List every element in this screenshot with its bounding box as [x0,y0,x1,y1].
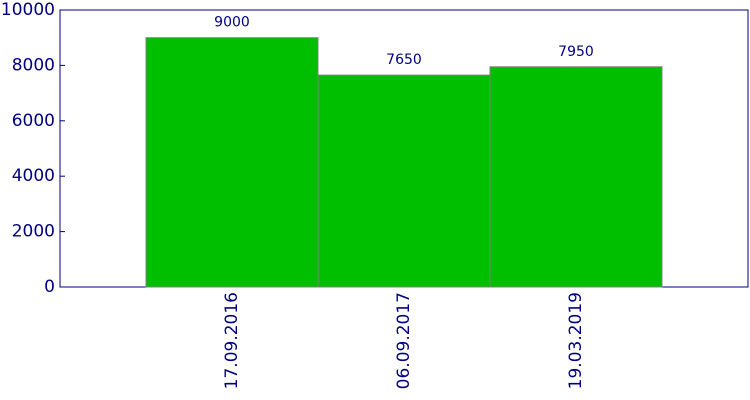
value-label: 7650 [386,52,422,68]
y-tick-label: 4000 [12,166,55,186]
x-tick-label: 19.03.2019 [566,292,586,389]
bar [317,74,491,288]
y-tick-label: 2000 [12,222,55,242]
y-tick-label: 6000 [12,111,55,131]
x-tick-label: 17.09.2016 [222,292,242,389]
y-tick-label: 8000 [12,55,55,75]
y-tick-label: 0 [44,277,55,297]
value-label: 9000 [214,15,250,31]
x-tick-label: 06.09.2017 [394,292,414,389]
value-label: 7950 [558,44,594,60]
bar [145,37,319,288]
y-tick-label: 10000 [1,0,55,20]
bar [489,66,663,288]
